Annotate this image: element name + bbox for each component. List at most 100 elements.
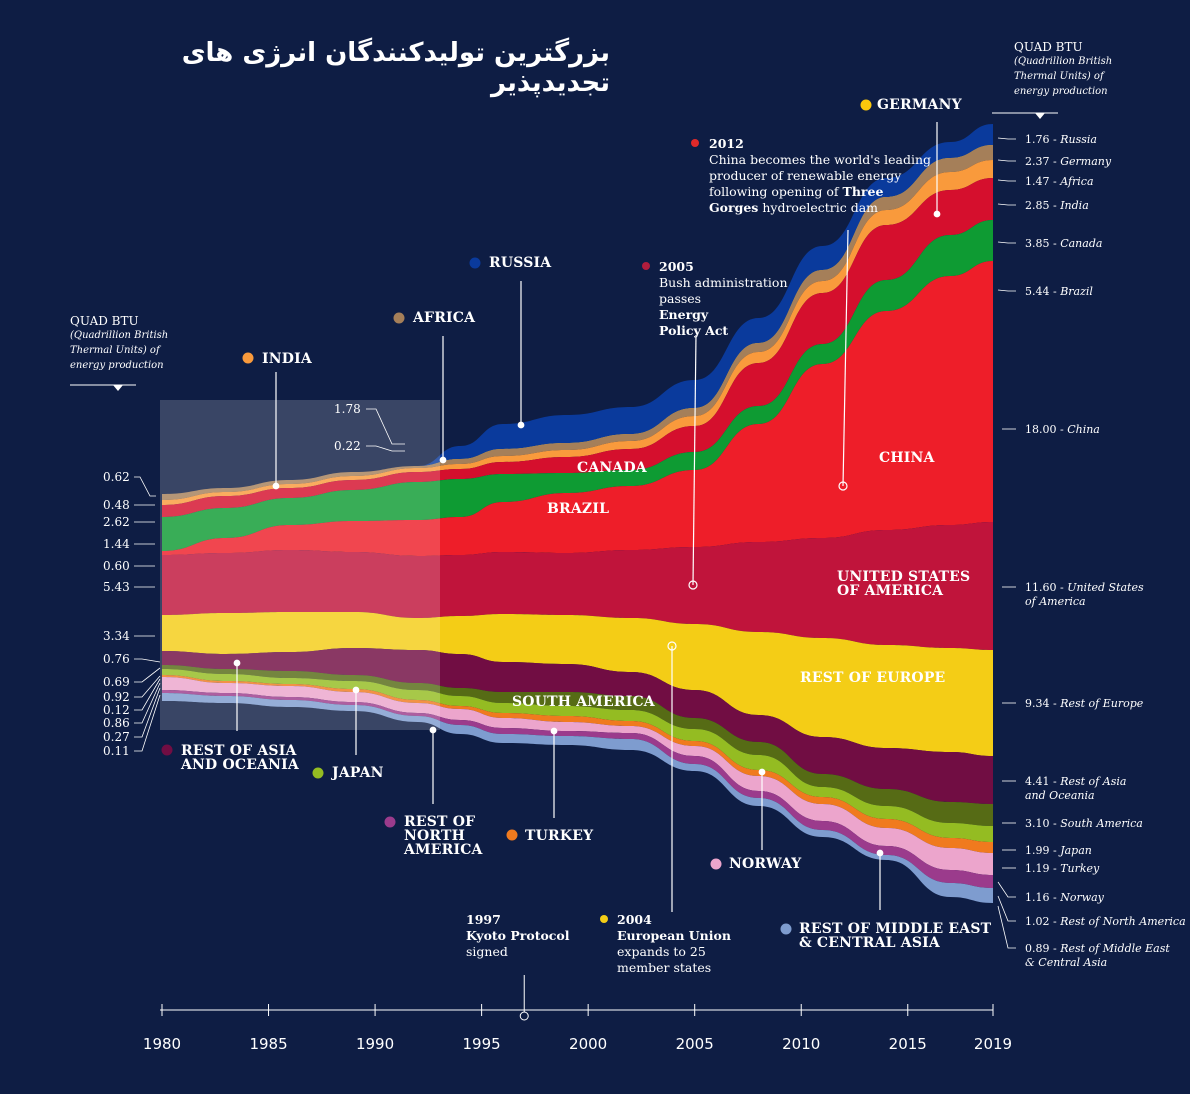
left-value-leader bbox=[134, 658, 161, 663]
right-value-number: 1.16 - bbox=[1025, 891, 1060, 904]
note-2004-year: 2004 bbox=[617, 912, 652, 927]
note-1997-year: 1997 bbox=[466, 912, 501, 927]
left-value-label: 0.69 bbox=[103, 675, 130, 689]
right-value-label: 1.16 - Norway bbox=[1025, 891, 1105, 904]
legend-dot-turkey bbox=[506, 829, 518, 841]
leader-end-y2012 bbox=[838, 481, 848, 491]
stream-brazil bbox=[162, 220, 993, 551]
note-2005-year: 2005 bbox=[659, 259, 694, 274]
left-value-leader bbox=[134, 667, 161, 683]
right-value-number: 5.44 - bbox=[1025, 285, 1060, 298]
note-2004-line2: expands to 25 bbox=[617, 944, 706, 959]
note-2005-line2: passes bbox=[659, 291, 702, 306]
stream-layers bbox=[162, 124, 993, 903]
x-tick-label: 1980 bbox=[143, 1035, 181, 1053]
left-value-label: 0.60 bbox=[103, 559, 130, 573]
label-rest-of-europe: REST OF EUROPE bbox=[800, 670, 946, 686]
label-rest-of-middle-east: REST OF MIDDLE EAST & CENTRAL ASIA bbox=[799, 921, 992, 951]
right-value-number: 2.37 - bbox=[1025, 155, 1060, 168]
note-2012-line4: hydroelectric dam bbox=[762, 200, 879, 215]
right-value-label: 4.41 - Rest of Asia and Oceania bbox=[1025, 775, 1126, 802]
legend-dot-india bbox=[242, 352, 254, 364]
label-south-america: SOUTH AMERICA bbox=[512, 694, 655, 710]
right-value-number: 18.00 - bbox=[1025, 423, 1067, 436]
leader-end-japan bbox=[352, 686, 360, 694]
leader-end-africa bbox=[439, 456, 447, 464]
right-value-number: 11.60 - bbox=[1025, 581, 1067, 594]
right-unit-label: QUAD BTU (Quadrillion British Thermal Un… bbox=[1014, 40, 1119, 99]
legend-dot-russia bbox=[469, 257, 481, 269]
note-1997: 1997 Kyoto Protocol signed bbox=[466, 912, 570, 960]
legend-dot-germany bbox=[860, 99, 872, 111]
left-value-label: 0.22 bbox=[334, 439, 361, 453]
right-value-name-cont: and Oceania bbox=[1025, 789, 1095, 802]
note-2005: 2005 Bush administration passes Energy P… bbox=[659, 259, 788, 339]
stream-china bbox=[162, 261, 993, 556]
right-value-name: India bbox=[1059, 199, 1089, 212]
note-2004-line3: member states bbox=[617, 960, 712, 975]
leader-end-india bbox=[272, 482, 280, 490]
stream-united-states-of-america bbox=[162, 522, 993, 650]
left-value-label: 3.34 bbox=[103, 629, 130, 643]
right-value-name: Rest of Asia bbox=[1059, 775, 1126, 788]
right-value-label: 3.10 - South America bbox=[1025, 817, 1143, 830]
label-africa: AFRICA bbox=[413, 310, 476, 326]
x-tick-label: 2015 bbox=[889, 1035, 927, 1053]
right-value-label: 1.02 - Rest of North America bbox=[1025, 915, 1186, 928]
left-value-label: 0.12 bbox=[103, 703, 130, 717]
legend-dot-africa bbox=[393, 312, 405, 324]
x-tick-label: 2010 bbox=[782, 1035, 820, 1053]
leader-y2012 bbox=[842, 229, 849, 487]
x-tick-label: 2000 bbox=[569, 1035, 607, 1053]
label-brazil: BRAZIL bbox=[547, 501, 610, 517]
note-2012-line1: China becomes the world's leading bbox=[709, 152, 932, 167]
left-value-label: 0.92 bbox=[103, 690, 130, 704]
right-value-name: Norway bbox=[1059, 891, 1104, 904]
right-unit-sub: (Quadrillion British Thermal Units) of e… bbox=[1014, 56, 1113, 97]
label-japan: JAPAN bbox=[332, 765, 384, 781]
right-value-name: China bbox=[1067, 423, 1100, 436]
note-dot-y2012 bbox=[691, 139, 699, 147]
left-value-label: 5.43 bbox=[103, 580, 130, 594]
note-2012-line2: producer of renewable energy bbox=[709, 168, 902, 183]
kyoto-marker bbox=[519, 1011, 529, 1021]
right-value-name: Rest of North America bbox=[1059, 915, 1185, 928]
right-value-number: 1.47 - bbox=[1025, 175, 1060, 188]
right-value-name: Brazil bbox=[1059, 285, 1093, 298]
label-rest-of-asia: REST OF ASIA AND OCEANIA bbox=[181, 743, 299, 773]
right-value-name: Russia bbox=[1059, 133, 1097, 146]
left-value-labels: 1.78 0.22 0.62 0.48 2.62 1.44 0.60 5.43 3.34 0.76… bbox=[103, 402, 405, 758]
right-value-number: 1.99 - bbox=[1025, 844, 1060, 857]
right-value-number: 1.76 - bbox=[1025, 133, 1060, 146]
leader-end-y2005 bbox=[688, 580, 698, 590]
label-usa: UNITED STATES OF AMERICA bbox=[837, 569, 971, 599]
x-axis: 1980 1985 1990 1995 2000 2005 2010 2015 2019 bbox=[143, 975, 1012, 1053]
right-value-leader bbox=[997, 241, 1016, 244]
left-value-label: 0.11 bbox=[103, 744, 130, 758]
stream-south-america bbox=[162, 665, 993, 826]
right-value-leader bbox=[997, 289, 1016, 292]
left-value-leader bbox=[134, 687, 161, 738]
right-value-label: 5.44 - Brazil bbox=[1025, 285, 1093, 298]
leader-end-germany bbox=[933, 210, 941, 218]
right-value-number: 1.02 - bbox=[1025, 915, 1060, 928]
x-tick-label: 2019 bbox=[974, 1035, 1012, 1053]
x-tick-label: 2005 bbox=[676, 1035, 714, 1053]
right-value-leader bbox=[997, 203, 1016, 206]
right-value-label: 9.34 - Rest of Europe bbox=[1025, 697, 1144, 710]
label-rest-of-north-america: REST OF NORTH AMERICA bbox=[404, 814, 483, 858]
left-value-leader bbox=[134, 675, 161, 698]
legend-dot-japan bbox=[312, 767, 324, 779]
right-value-name: Turkey bbox=[1060, 862, 1100, 875]
note-2012-line3: following opening of bbox=[709, 184, 839, 199]
leader-end-turkey bbox=[550, 727, 558, 735]
left-value-label: 0.76 bbox=[103, 652, 130, 666]
left-value-label: 0.27 bbox=[103, 730, 130, 744]
right-value-name-cont: & Central Asia bbox=[1025, 956, 1107, 969]
leader-y2005 bbox=[692, 334, 697, 586]
stream-rest-of-asia-and-oceania bbox=[162, 648, 993, 804]
leader-end-russia bbox=[517, 421, 525, 429]
note-2005-bold: Energy Policy Act bbox=[659, 307, 729, 338]
label-germany: GERMANY bbox=[877, 97, 962, 113]
chart-title: بزرگترین تولیدکنندگان انرژی های تجدیدپذی… bbox=[181, 38, 610, 98]
